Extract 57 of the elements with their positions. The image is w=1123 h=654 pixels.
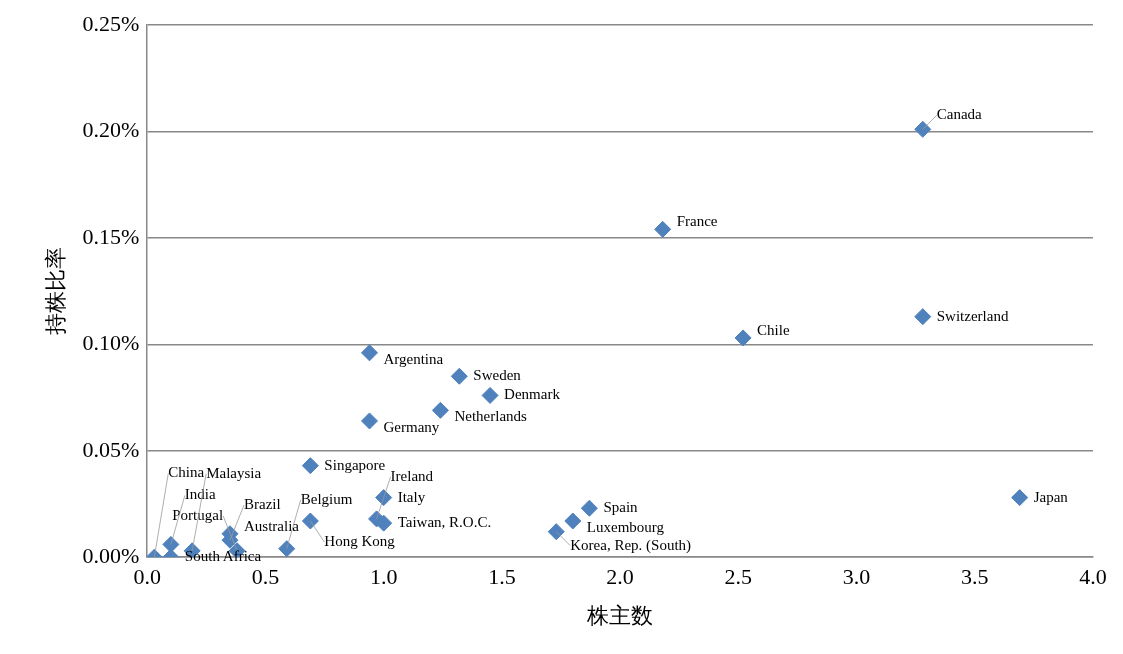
point: [450, 367, 468, 385]
annotation: Sweden: [473, 367, 522, 384]
x-tick-label: 2.5: [724, 564, 753, 590]
point: [431, 401, 449, 419]
point: [547, 523, 565, 541]
annotation: Ireland: [390, 467, 434, 484]
x-tick-label: 3.0: [842, 564, 871, 590]
point: [1011, 489, 1029, 507]
point: [360, 344, 378, 362]
point: [654, 220, 672, 238]
annotation: Canada: [936, 106, 983, 123]
annotation: China: [168, 464, 205, 481]
y-axis-title: 持株比率: [42, 247, 68, 336]
annotation: Luxembourg: [586, 518, 665, 535]
annotation: Chile: [757, 321, 790, 338]
y-tick-label: 0.15%: [82, 223, 140, 249]
y-tick-label: 0.20%: [82, 117, 140, 143]
x-tick-label: 1.5: [488, 564, 516, 590]
annotation: Singapore: [324, 456, 386, 473]
annotation: Hong Kong: [324, 532, 396, 549]
annotation: Switzerland: [936, 307, 1009, 324]
annotation: Italy: [397, 488, 426, 505]
annotation: Malaysia: [206, 464, 262, 481]
point: [301, 512, 319, 530]
y-tick-label: 0.25%: [82, 10, 140, 36]
point: [914, 120, 932, 138]
annotation: Korea, Rep. (South): [570, 536, 692, 554]
x-tick-label: 0.5: [251, 564, 280, 590]
point: [734, 329, 752, 347]
point: [914, 308, 932, 326]
x-tick-label: 2.0: [606, 564, 634, 590]
point: [278, 540, 296, 558]
annotation: Argentina: [383, 350, 444, 367]
annotation: Netherlands: [454, 408, 528, 425]
annotation: Spain: [603, 499, 639, 516]
annotation: Taiwan, R.O.C.: [397, 514, 492, 531]
point: [301, 457, 319, 475]
annotation: Belgium: [300, 490, 353, 507]
annotation: Germany: [383, 418, 440, 435]
annotation: France: [676, 213, 718, 230]
y-tick-label: 0.05%: [82, 436, 140, 462]
x-tick-label: 4.0: [1079, 564, 1107, 590]
point: [564, 512, 582, 530]
annotation: Japan: [1033, 488, 1069, 505]
annotation: Brazil: [243, 496, 281, 513]
y-tick-label: 0.10%: [82, 330, 140, 356]
annotation: Australia: [243, 517, 300, 534]
x-axis-title: 株主数: [586, 602, 654, 628]
point: [360, 412, 378, 430]
point: [481, 386, 499, 404]
x-tick-label: 3.5: [961, 564, 989, 590]
point: [580, 499, 598, 517]
annotation: Denmark: [504, 386, 561, 403]
annotation: Portugal: [172, 506, 224, 523]
annotation: India: [184, 486, 217, 503]
x-tick-label: 1.0: [369, 564, 398, 590]
annotation: South Africa: [184, 548, 262, 565]
